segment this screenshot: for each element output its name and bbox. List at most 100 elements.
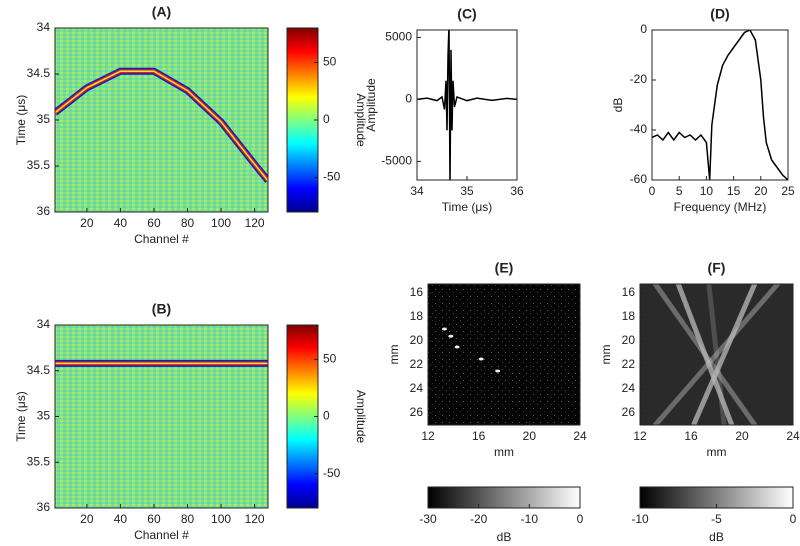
beam-streak — [691, 284, 758, 425]
line — [417, 30, 517, 180]
colorbar-tick-label: 0 — [323, 409, 330, 423]
image-background — [640, 284, 793, 425]
point — [454, 345, 460, 349]
y-tick-label: 18 — [622, 309, 636, 323]
x-tick-label: 60 — [147, 216, 161, 230]
axes-frame — [651, 29, 789, 181]
y-tick-label: 26 — [410, 405, 424, 419]
wavefront — [55, 70, 268, 182]
colorbar-tick-label: -30 — [419, 512, 437, 526]
y-tick-label: 26 — [622, 405, 636, 419]
panel: 20 40 60 80 100 120 34 34.5 35 35.5 36 (B) Channel #… — [14, 301, 368, 542]
panel: 12 16 20 24 16 18 20 22 24 26 (F) mm mm -10 -5 0 dB — [599, 260, 800, 544]
x-tick-label: 20 — [523, 429, 537, 443]
y-tick-label: 34 — [37, 317, 51, 331]
x-tick-label: 24 — [573, 429, 587, 443]
beam-streak — [675, 284, 735, 425]
x-tick-label: 25 — [781, 184, 795, 198]
x-tick-label: 12 — [421, 429, 435, 443]
y-tick-label: 22 — [410, 357, 424, 371]
colorbar-tick-label: 0 — [323, 112, 330, 126]
y-tick-label: 22 — [622, 357, 636, 371]
x-axis-label: mm — [707, 445, 727, 459]
y-axis-label: mm — [387, 345, 401, 365]
y-tick-label: 35.5 — [27, 454, 51, 468]
image-background — [55, 28, 268, 212]
point — [478, 357, 484, 361]
y-tick-label: 20 — [410, 333, 424, 347]
plot-area — [640, 284, 793, 425]
x-tick-label: 16 — [684, 429, 698, 443]
x-tick-label: 40 — [114, 216, 128, 230]
x-tick-label: 100 — [211, 512, 231, 526]
y-tick-label: 35 — [37, 409, 51, 423]
colorbar-label: Amplitude — [354, 93, 368, 147]
x-tick-label: 34 — [410, 184, 424, 198]
x-tick-label: 35 — [460, 184, 474, 198]
panel-title: (F) — [708, 260, 726, 276]
y-tick-label: 36 — [37, 204, 51, 218]
y-tick-label: -40 — [630, 122, 648, 136]
y-tick-label: 36 — [37, 500, 51, 514]
x-axis-label: Time (μs) — [442, 200, 492, 214]
y-tick-label: 20 — [622, 333, 636, 347]
colorbar-label: dB — [497, 530, 512, 544]
panel: 20 40 60 80 100 120 34 34.5 35 35.5 36 (A) Channel #… — [14, 4, 368, 246]
x-tick-label: 40 — [114, 512, 128, 526]
panel-title: (B) — [152, 301, 171, 317]
axes-frame — [427, 283, 581, 426]
y-tick-label: -60 — [630, 172, 648, 186]
panel: 34 35 36 -5000 0 5000 (C) Time (μs) Amplitude — [364, 6, 524, 214]
colorbar-tick-label: -50 — [323, 466, 341, 480]
panel: 12 16 20 24 16 18 20 22 24 26 (E) mm mm -30 -20 -10 0 dB — [387, 260, 587, 544]
colorbar-tick-label: -10 — [631, 512, 649, 526]
y-tick-label: 16 — [622, 285, 636, 299]
x-tick-label: 20 — [80, 512, 94, 526]
colorbar-tick-label: 0 — [790, 512, 797, 526]
x-tick-label: 15 — [727, 184, 741, 198]
x-tick-label: 80 — [181, 216, 195, 230]
colorbar-tick-label: -20 — [470, 512, 488, 526]
x-tick-label: 24 — [786, 429, 800, 443]
point — [448, 334, 454, 338]
colorbar-tick-label: -5 — [711, 512, 722, 526]
beam-streak — [652, 284, 781, 425]
plot-area — [652, 30, 788, 180]
colorbar-label: Amplitude — [354, 390, 368, 444]
y-axis-label: Time (μs) — [14, 95, 28, 145]
y-tick-label: 34.5 — [27, 66, 51, 80]
y-tick-label: 24 — [410, 381, 424, 395]
x-tick-label: 12 — [633, 429, 647, 443]
x-axis-label: Channel # — [134, 232, 189, 246]
image-background — [55, 325, 268, 508]
y-axis-label: mm — [599, 345, 613, 365]
axes-frame — [639, 283, 794, 426]
panel-title: (A) — [152, 4, 171, 20]
y-axis-label: dB — [611, 98, 625, 113]
axes-frame — [416, 29, 518, 181]
x-tick-label: 20 — [754, 184, 768, 198]
beam-streak — [706, 284, 727, 425]
image-background — [428, 284, 580, 425]
x-tick-label: 5 — [676, 184, 683, 198]
plot-area — [55, 325, 268, 508]
x-tick-label: 10 — [700, 184, 714, 198]
colorbar-tick-label: -50 — [323, 170, 341, 184]
y-tick-label: 0 — [640, 22, 647, 36]
colorbar-tick-label: 50 — [323, 351, 337, 365]
x-axis-label: mm — [494, 445, 514, 459]
y-axis-label: Time (μs) — [14, 391, 28, 441]
colorbar-tick-label: 0 — [577, 512, 584, 526]
x-tick-label: 80 — [181, 512, 195, 526]
colorbar-label: dB — [709, 530, 724, 544]
panel: 0 5 10 15 20 25 0 -20 -40 -60 (D) Frequency (MHz) dB — [611, 6, 795, 214]
x-axis-label: Channel # — [134, 528, 189, 542]
y-tick-label: 0 — [405, 92, 412, 106]
x-tick-label: 20 — [80, 216, 94, 230]
x-tick-label: 100 — [211, 216, 231, 230]
colorbar — [286, 324, 319, 509]
y-tick-label: 35 — [37, 112, 51, 126]
x-tick-label: 120 — [245, 512, 265, 526]
plot-area — [428, 284, 580, 425]
